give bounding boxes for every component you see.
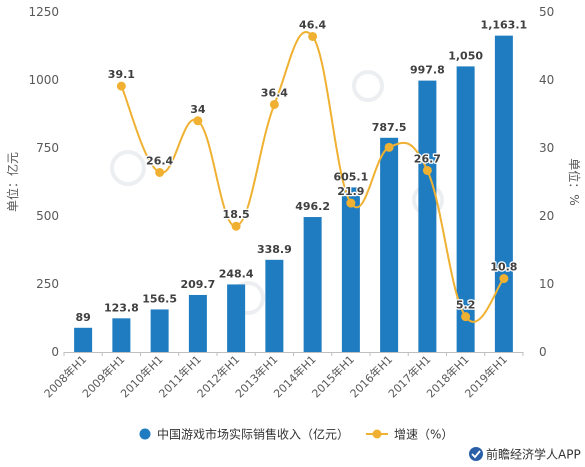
y-left-tick-label: 1250 <box>28 5 59 19</box>
y-left-tick-label: 0 <box>51 345 59 359</box>
y-right-axis-title: 单位：% <box>567 158 582 205</box>
growth-point <box>461 312 471 322</box>
y-right-tick-label: 10 <box>539 277 554 291</box>
growth-point <box>231 221 241 231</box>
y-right-tick-label: 0 <box>539 345 547 359</box>
growth-value-label: 26.4 <box>146 154 173 167</box>
growth-point <box>269 99 279 109</box>
growth-value-label: 36.4 <box>261 86 288 99</box>
footer-brand-text: 前瞻经济学人APP <box>486 447 581 462</box>
bar-value-label: 605.1 <box>333 170 368 183</box>
bars-group <box>74 35 513 353</box>
brand-logo-icon <box>469 447 483 461</box>
growth-point <box>155 167 165 177</box>
growth-point <box>193 116 203 126</box>
bar-value-label: 787.5 <box>372 121 407 134</box>
bar <box>150 309 169 352</box>
bar <box>341 187 360 352</box>
bar-value-label: 338.9 <box>257 243 292 256</box>
bar-value-label: 1,050 <box>448 49 483 62</box>
growth-point <box>308 31 318 41</box>
legend: 中国游戏市场实际销售收入（亿元） 增速（%） <box>139 427 453 442</box>
bar <box>456 66 475 353</box>
bar-value-label: 156.5 <box>142 292 177 305</box>
bar <box>418 80 437 353</box>
bar <box>112 318 131 352</box>
y-left-tick-label: 750 <box>36 141 59 155</box>
y-left-tick-label: 1000 <box>28 73 59 87</box>
y-right-tick-label: 20 <box>539 209 554 223</box>
legend-line-marker <box>372 429 382 439</box>
legend-line-label: 增速（%） <box>394 428 453 442</box>
bar-value-label: 997.8 <box>410 64 445 77</box>
growth-value-label: 46.4 <box>299 18 326 31</box>
legend-bar-swatch <box>139 428 151 440</box>
bar <box>494 35 513 352</box>
brand-logo-mark <box>471 450 481 459</box>
footer-brand: 前瞻经济学人APP <box>469 447 581 462</box>
y-right-tick-label: 40 <box>539 73 554 87</box>
y-left-tick-label: 250 <box>36 277 59 291</box>
bar <box>74 327 93 352</box>
y-left-tick-label: 500 <box>36 209 59 223</box>
bar <box>380 137 399 352</box>
legend-bar-label: 中国游戏市场实际销售收入（亿元） <box>157 427 349 442</box>
axes-group: 025050075010001250010203040502008年H12009… <box>28 5 554 400</box>
bar <box>227 284 246 352</box>
y-right-tick-label: 30 <box>539 141 554 155</box>
bar <box>265 259 284 352</box>
bar-value-label: 123.8 <box>104 301 139 314</box>
growth-value-label: 5.2 <box>456 299 476 312</box>
line-series-group <box>116 31 509 323</box>
growth-point <box>422 165 432 175</box>
growth-point <box>384 142 394 152</box>
bar-value-label: 248.4 <box>219 267 254 280</box>
y-left-axis-title: 单位：亿元 <box>5 152 20 212</box>
growth-value-label: 10.8 <box>490 261 517 274</box>
growth-value-label: 26.7 <box>414 152 441 165</box>
growth-value-label: 18.5 <box>223 208 250 221</box>
bar <box>303 217 322 352</box>
growth-value-label: 39.1 <box>108 68 135 81</box>
growth-point <box>116 81 126 91</box>
y-right-tick-label: 50 <box>539 5 554 19</box>
bar-value-label: 496.2 <box>295 200 330 213</box>
bar-value-label: 1,163.1 <box>481 19 528 32</box>
growth-point <box>346 198 356 208</box>
bar-value-label: 89 <box>75 311 90 324</box>
bar-value-label: 209.7 <box>180 278 215 291</box>
growth-point <box>499 274 509 284</box>
growth-value-label: 21.9 <box>337 185 364 198</box>
bar <box>188 294 207 352</box>
growth-value-label: 34 <box>190 103 206 116</box>
